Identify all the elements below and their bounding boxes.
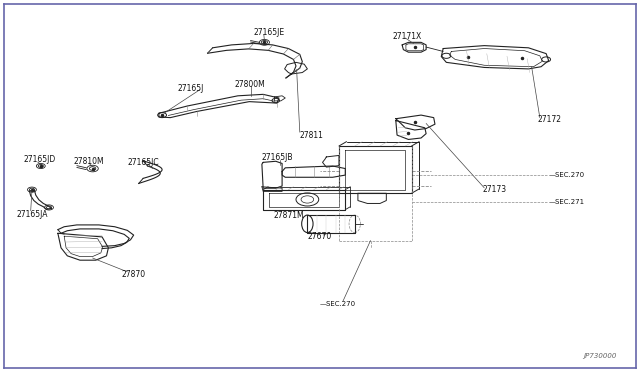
Text: —SEC.271: —SEC.271 (548, 199, 585, 205)
Text: 27800M: 27800M (235, 80, 266, 89)
Text: 27871M: 27871M (273, 211, 304, 219)
Text: 27172: 27172 (538, 115, 562, 124)
Text: 27171X: 27171X (393, 32, 422, 41)
Text: 27870: 27870 (121, 269, 145, 279)
Text: 27165JD: 27165JD (23, 155, 56, 164)
Text: 27165JA: 27165JA (17, 210, 48, 219)
Text: 27173: 27173 (483, 185, 507, 194)
Text: 27810M: 27810M (74, 157, 104, 166)
Text: JP730000: JP730000 (584, 353, 617, 359)
Text: 27165JC: 27165JC (127, 158, 159, 167)
Text: —SEC.270: —SEC.270 (320, 301, 356, 307)
Text: —SEC.270: —SEC.270 (548, 172, 585, 178)
Text: 27165JB: 27165JB (262, 153, 293, 162)
Text: 27811: 27811 (300, 131, 324, 140)
Text: 27670: 27670 (308, 232, 332, 241)
Text: 27165JE: 27165JE (253, 28, 285, 37)
Text: 27165J: 27165J (178, 84, 204, 93)
